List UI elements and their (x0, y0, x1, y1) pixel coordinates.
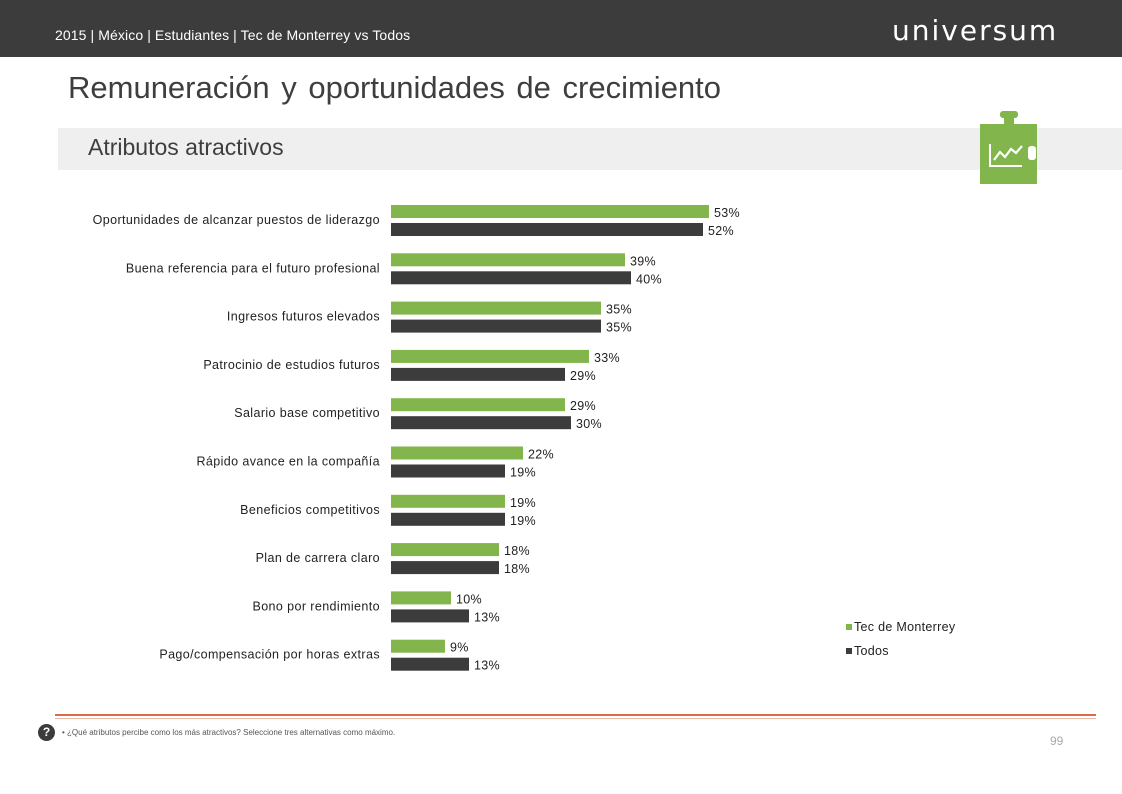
category-label: Beneficios competitivos (240, 503, 380, 517)
category-label: Oportunidades de alcanzar puestos de lid… (93, 213, 380, 227)
breadcrumb: 2015 | México | Estudiantes | Tec de Mon… (55, 27, 411, 43)
bar-tec (391, 253, 625, 267)
bar-tec (391, 543, 499, 557)
bar-chart: Oportunidades de alcanzar puestos de lid… (93, 205, 956, 673)
category-label: Plan de carrera claro (256, 551, 380, 565)
bar-tec (391, 205, 709, 218)
page-number: 99 (1050, 734, 1064, 748)
data-label: 13% (474, 659, 500, 673)
data-label: 35% (606, 303, 632, 317)
subtitle-band (58, 128, 1122, 170)
legend-swatch (846, 624, 852, 630)
bar-tec (391, 398, 565, 412)
category-label: Pago/compensación por horas extras (159, 648, 380, 662)
bar-todos (391, 223, 703, 236)
data-label: 10% (456, 592, 482, 606)
bar-todos (391, 367, 565, 381)
legend-swatch (846, 648, 852, 654)
category-label: Patrocinio de estudios futuros (203, 358, 380, 372)
growth-chart-puzzle-icon (980, 111, 1037, 184)
bar-todos (391, 512, 505, 526)
data-label: 29% (570, 369, 596, 383)
bar-tec (391, 301, 601, 315)
help-icon[interactable]: ? (38, 724, 55, 741)
bar-todos (391, 609, 469, 623)
bar-todos (391, 464, 505, 478)
data-label: 19% (510, 466, 536, 480)
legend-label: Tec de Monterrey (854, 620, 956, 634)
data-label: 19% (510, 514, 536, 528)
page-subtitle: Atributos atractivos (88, 134, 284, 160)
category-label: Buena referencia para el futuro profesio… (126, 261, 380, 275)
bar-todos (391, 416, 571, 430)
bar-todos (391, 561, 499, 575)
bar-tec (391, 639, 445, 653)
bar-tec (391, 446, 523, 460)
data-label: 33% (594, 351, 620, 365)
data-label: 18% (504, 544, 530, 558)
bar-tec (391, 349, 589, 363)
page-title: Remuneración y oportunidades de crecimie… (68, 70, 722, 105)
universum-logo: universum (892, 14, 1059, 47)
top-bar: 2015 | México | Estudiantes | Tec de Mon… (0, 0, 1122, 57)
category-label: Rápido avance en la compañía (196, 455, 380, 469)
bar-todos (391, 271, 631, 285)
data-label: 35% (606, 321, 632, 335)
bar-tec (391, 494, 505, 508)
bar-todos (391, 319, 601, 333)
data-label: 18% (504, 562, 530, 576)
footnote-text: ¿Qué atributos percibe como los más atra… (67, 728, 396, 737)
category-label: Salario base competitivo (234, 406, 380, 420)
category-label: Bono por rendimiento (252, 599, 380, 613)
data-label: 52% (708, 224, 734, 238)
footer-divider (55, 714, 1096, 716)
bar-tec (391, 591, 451, 605)
footer-divider-thin (55, 718, 1096, 719)
category-label: Ingresos futuros elevados (227, 310, 380, 324)
data-label: 39% (630, 254, 656, 268)
footnote: • ¿Qué atributos percibe como los más at… (62, 728, 396, 737)
legend-label: Todos (854, 644, 889, 658)
data-label: 13% (474, 610, 500, 624)
data-label: 30% (576, 417, 602, 431)
data-label: 22% (528, 448, 554, 462)
data-label: 9% (450, 641, 469, 655)
data-label: 40% (636, 272, 662, 286)
data-label: 53% (714, 206, 740, 220)
data-label: 19% (510, 496, 536, 510)
data-label: 29% (570, 399, 596, 413)
bar-todos (391, 657, 469, 671)
